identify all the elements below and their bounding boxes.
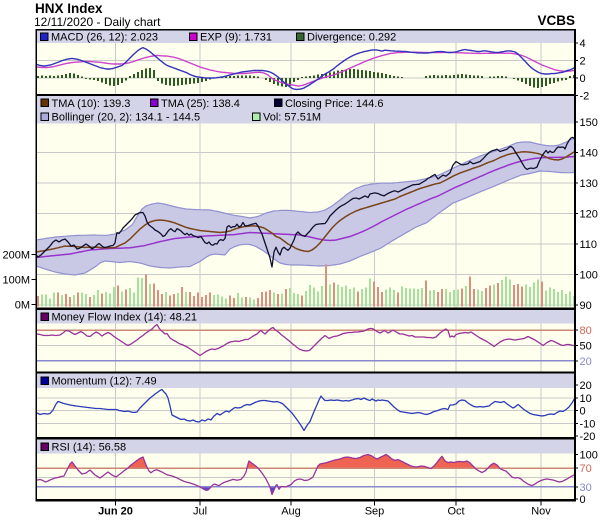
svg-text:50: 50 (580, 341, 592, 353)
svg-text:HNX Index: HNX Index (35, 1, 103, 16)
svg-text:70: 70 (580, 463, 592, 475)
svg-text:Momentum (12): 7.49: Momentum (12): 7.49 (52, 376, 157, 388)
svg-text:Bollinger (20, 2): 134.1 - 144: Bollinger (20, 2): 134.1 - 144.5 (52, 112, 201, 124)
svg-text:4: 4 (580, 38, 586, 50)
svg-text:-20: -20 (580, 431, 596, 443)
svg-text:200M: 200M (2, 249, 30, 261)
svg-text:Sep: Sep (365, 506, 385, 518)
svg-text:100M: 100M (2, 275, 30, 287)
svg-text:RSI (14): 56.58: RSI (14): 56.58 (52, 441, 127, 453)
svg-text:2: 2 (580, 55, 586, 67)
svg-text:12/11/2020 - Daily chart: 12/11/2020 - Daily chart (34, 15, 161, 29)
svg-text:100: 100 (580, 269, 598, 281)
svg-text:Aug: Aug (281, 506, 301, 518)
svg-text:0: 0 (580, 406, 586, 418)
svg-text:Jun 20: Jun 20 (98, 506, 133, 518)
svg-text:10: 10 (580, 393, 592, 405)
svg-text:VCBS: VCBS (537, 13, 575, 28)
svg-text:Jul: Jul (193, 506, 207, 518)
svg-text:MACD (26, 12): 2.023: MACD (26, 12): 2.023 (51, 32, 158, 44)
svg-text:-2: -2 (580, 90, 590, 102)
svg-text:120: 120 (580, 208, 598, 220)
svg-text:80: 80 (580, 325, 592, 337)
svg-text:0: 0 (580, 73, 586, 85)
svg-text:Divergence: 0.292: Divergence: 0.292 (307, 32, 396, 44)
svg-text:EXP (9): 1.731: EXP (9): 1.731 (200, 32, 272, 44)
svg-text:-10: -10 (580, 418, 596, 430)
svg-text:Closing Price: 144.6: Closing Price: 144.6 (285, 98, 383, 110)
svg-text:Oct: Oct (447, 506, 464, 518)
svg-text:90: 90 (580, 300, 592, 312)
svg-text:Nov: Nov (531, 506, 551, 518)
svg-text:20: 20 (580, 356, 592, 368)
svg-text:TMA (25): 138.4: TMA (25): 138.4 (161, 98, 240, 110)
svg-text:0M: 0M (15, 300, 30, 312)
svg-text:140: 140 (580, 147, 598, 159)
svg-text:110: 110 (580, 239, 598, 251)
svg-text:100: 100 (580, 449, 598, 461)
svg-text:30: 30 (580, 482, 592, 494)
svg-text:Money Flow Index (14): 48.21: Money Flow Index (14): 48.21 (52, 312, 198, 324)
svg-text:20: 20 (580, 380, 592, 392)
svg-text:Vol: 57.51M: Vol: 57.51M (263, 112, 321, 124)
svg-text:150: 150 (580, 117, 598, 129)
svg-text:0: 0 (580, 494, 586, 506)
svg-text:TMA (10): 139.3: TMA (10): 139.3 (52, 98, 131, 110)
svg-text:130: 130 (580, 178, 598, 190)
